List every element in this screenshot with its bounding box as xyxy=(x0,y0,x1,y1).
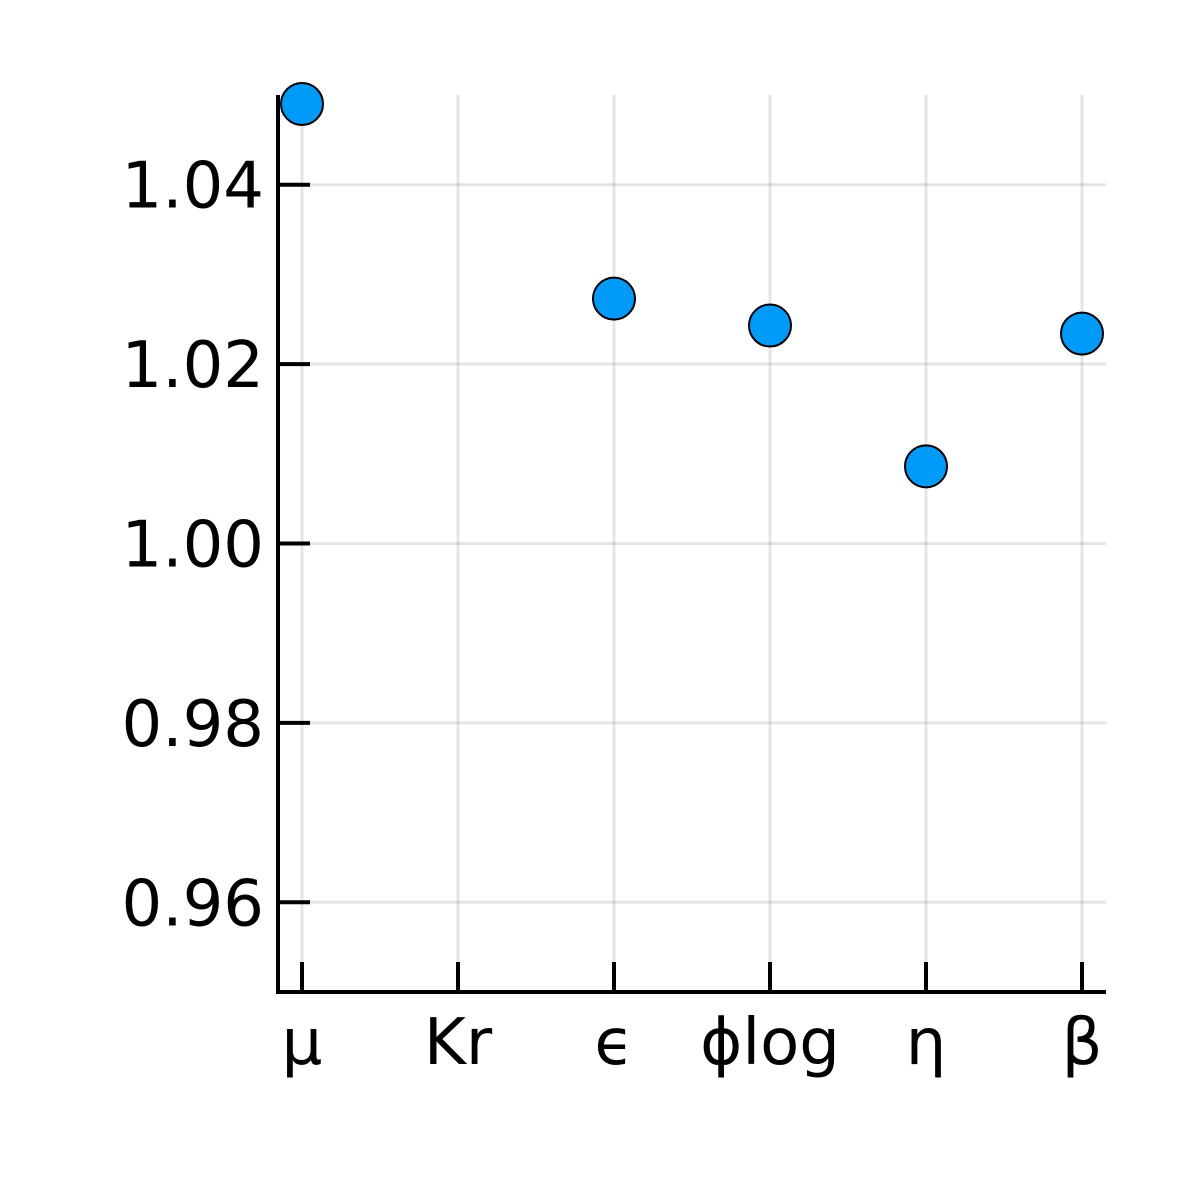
y-tick-label: 1.04 xyxy=(122,150,265,224)
tick-marks xyxy=(278,182,1084,992)
grid-lines xyxy=(278,95,1106,992)
x-tick-labels: μ Kr ϵ ϕlog η β xyxy=(282,1006,1103,1080)
y-tick-label: 0.96 xyxy=(122,867,265,941)
x-tick-label: ϵ xyxy=(594,1006,633,1080)
x-tick-label: μ xyxy=(282,1006,323,1080)
y-tick-label: 1.02 xyxy=(122,329,265,403)
data-point xyxy=(748,303,792,348)
x-tick-label: ϕlog xyxy=(700,1006,840,1080)
data-point xyxy=(280,81,324,126)
y-tick-label: 1.00 xyxy=(122,509,265,583)
data-point xyxy=(1060,311,1104,356)
x-tick-label: β xyxy=(1062,1006,1103,1080)
data-point xyxy=(592,276,636,321)
y-tick-labels: 0.96 0.98 1.00 1.02 1.04 xyxy=(122,150,265,942)
x-tick-label: Kr xyxy=(424,1006,493,1080)
data-point xyxy=(904,444,948,489)
x-tick-label: η xyxy=(906,1006,947,1080)
y-tick-label: 0.98 xyxy=(122,688,265,762)
data-points xyxy=(280,81,1104,489)
